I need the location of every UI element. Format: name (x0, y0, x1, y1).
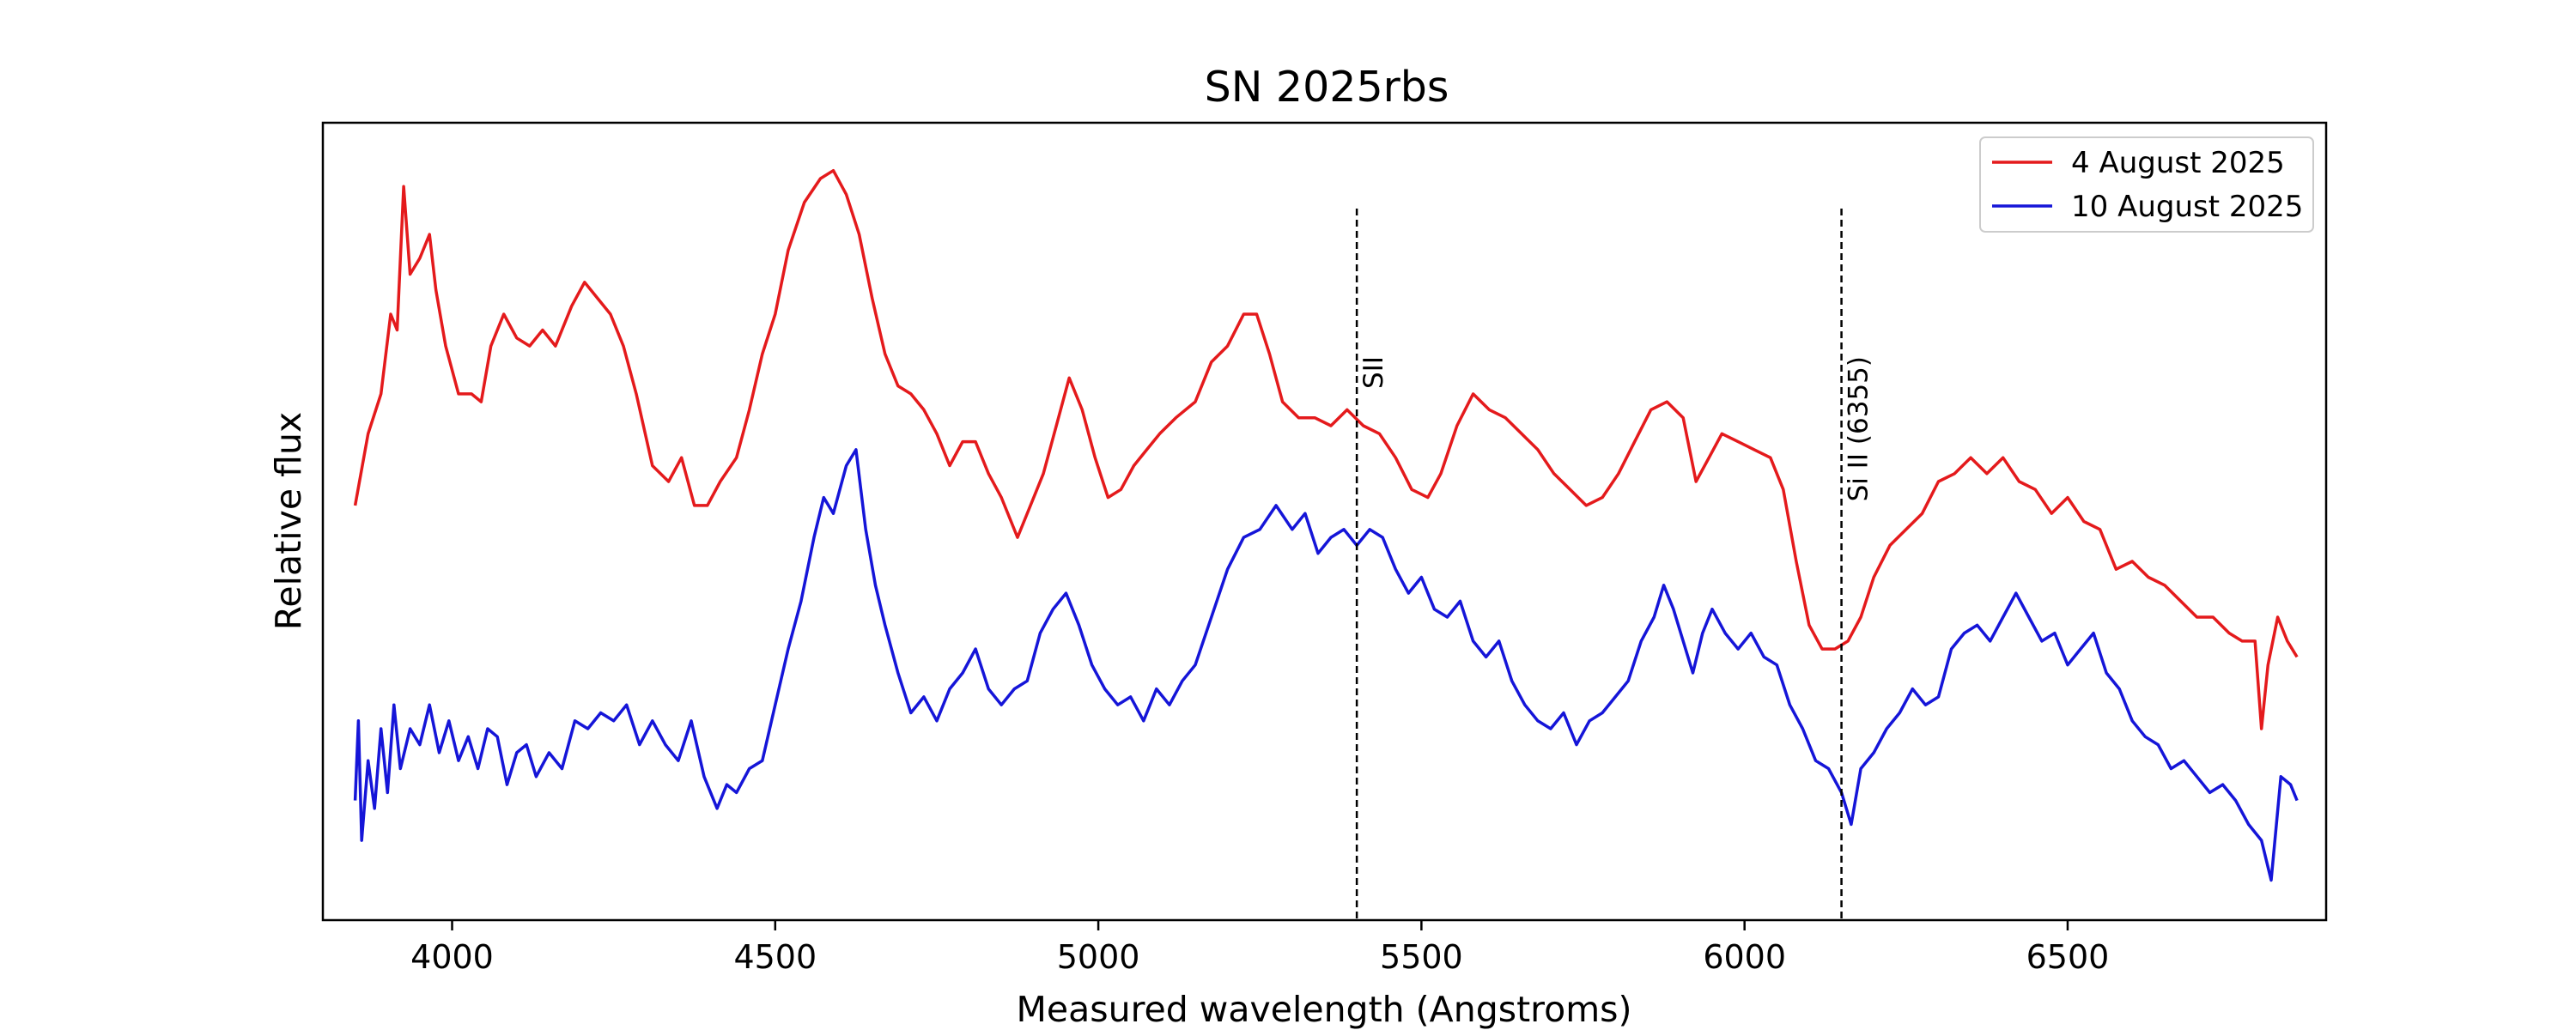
y-axis-label: Relative flux (268, 412, 309, 630)
x-tick-label: 4000 (410, 938, 494, 976)
x-tick-label: 6000 (1703, 938, 1786, 976)
x-tick-label: 6500 (2026, 938, 2110, 976)
line-annotations: SII Si II (6355) (1355, 209, 1874, 920)
x-tick-label: 5000 (1057, 938, 1140, 976)
legend-label-series-2: 10 August 2025 (2071, 190, 2303, 224)
series-line-2 (353, 448, 2299, 882)
x-axis-label: Measured wavelength (Angstroms) (1017, 989, 1632, 1030)
legend: 4 August 2025 10 August 2025 (1979, 136, 2314, 233)
legend-label-series-1: 4 August 2025 (2071, 146, 2285, 180)
x-axis-ticks: 4000 4500 5000 5500 6000 6500 (410, 920, 2109, 976)
plot-area (353, 168, 2299, 882)
plot-frame (321, 121, 2328, 922)
legend-box (1979, 136, 2314, 233)
annotation-label-2: Si II (6355) (1844, 356, 1874, 501)
series-line-1 (353, 168, 2299, 730)
chart-title: SN 2025rbs (1205, 63, 1449, 112)
annotation-label-1: SII (1358, 356, 1389, 389)
x-tick-label: 5500 (1380, 938, 1463, 976)
x-tick-label: 4500 (733, 938, 817, 976)
